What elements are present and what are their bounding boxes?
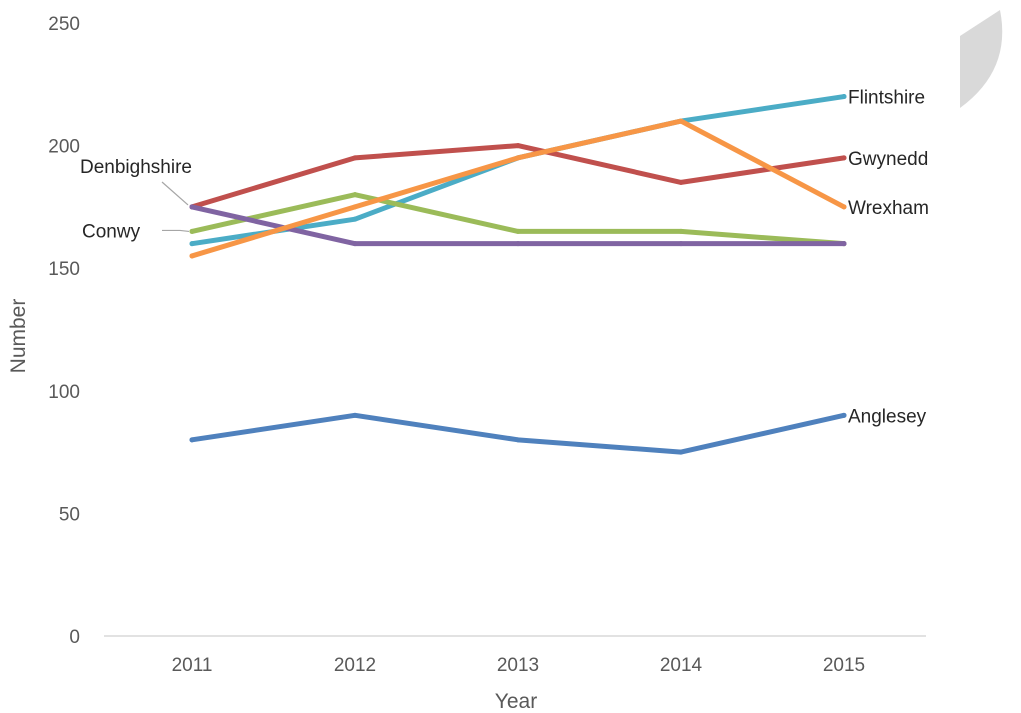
data-point-anglesey xyxy=(189,437,195,443)
series-labels: Flintshire Gwynedd Wrexham Anglesey Conwy Den… xyxy=(80,88,929,428)
series-label-gwynedd: Gwynedd xyxy=(848,149,928,170)
series-label-conwy: Conwy xyxy=(82,221,141,242)
series-label-anglesey: Anglesey xyxy=(848,406,927,427)
data-point-denbighshire xyxy=(841,241,847,247)
axes: 0 50 100 150 200 250 2011 2012 2013 2014 2015 xyxy=(48,14,926,676)
data-point-gwynedd xyxy=(678,179,684,185)
data-point-anglesey xyxy=(352,412,358,418)
series-label-wrexham: Wrexham xyxy=(848,198,929,219)
data-point-flintshire xyxy=(352,216,358,222)
data-point-gwynedd xyxy=(515,143,521,149)
data-point-flintshire xyxy=(189,241,195,247)
data-point-wrexham xyxy=(515,155,521,161)
y-tick-label: 0 xyxy=(69,627,80,648)
data-point-wrexham xyxy=(189,253,195,259)
y-tick-label: 200 xyxy=(48,137,80,158)
y-tick-label: 100 xyxy=(48,382,80,403)
data-point-wrexham xyxy=(678,118,684,124)
data-point-denbighshire xyxy=(189,204,195,210)
leader-line-denbighshire xyxy=(161,181,189,206)
data-point-denbighshire xyxy=(678,241,684,247)
series-label-flintshire: Flintshire xyxy=(848,88,925,109)
data-point-anglesey xyxy=(515,437,521,443)
data-point-conwy xyxy=(189,228,195,234)
x-axis-title: Year xyxy=(495,690,537,713)
data-point-anglesey xyxy=(678,449,684,455)
data-point-flintshire xyxy=(841,94,847,100)
data-point-gwynedd xyxy=(352,155,358,161)
x-tick-label: 2011 xyxy=(172,655,213,676)
y-tick-label: 250 xyxy=(48,14,80,35)
y-axis-title: Number xyxy=(7,299,30,374)
series-lines xyxy=(189,94,847,455)
x-tick-label: 2013 xyxy=(497,655,539,676)
data-point-wrexham xyxy=(841,204,847,210)
series-label-denbighshire: Denbighshire xyxy=(80,157,192,178)
data-point-conwy xyxy=(352,192,358,198)
data-point-wrexham xyxy=(352,204,358,210)
y-tick-label: 50 xyxy=(59,504,80,525)
data-point-denbighshire xyxy=(352,241,358,247)
page-curl-decoration xyxy=(960,10,1003,108)
data-point-conwy xyxy=(678,228,684,234)
leader-line-conwy xyxy=(162,229,190,233)
data-point-conwy xyxy=(515,228,521,234)
data-point-anglesey xyxy=(841,412,847,418)
y-tick-label: 150 xyxy=(48,259,80,280)
x-tick-label: 2015 xyxy=(823,655,865,676)
x-tick-label: 2014 xyxy=(660,655,703,676)
data-point-denbighshire xyxy=(515,241,521,247)
data-point-gwynedd xyxy=(841,155,847,161)
x-tick-label: 2012 xyxy=(334,655,376,676)
